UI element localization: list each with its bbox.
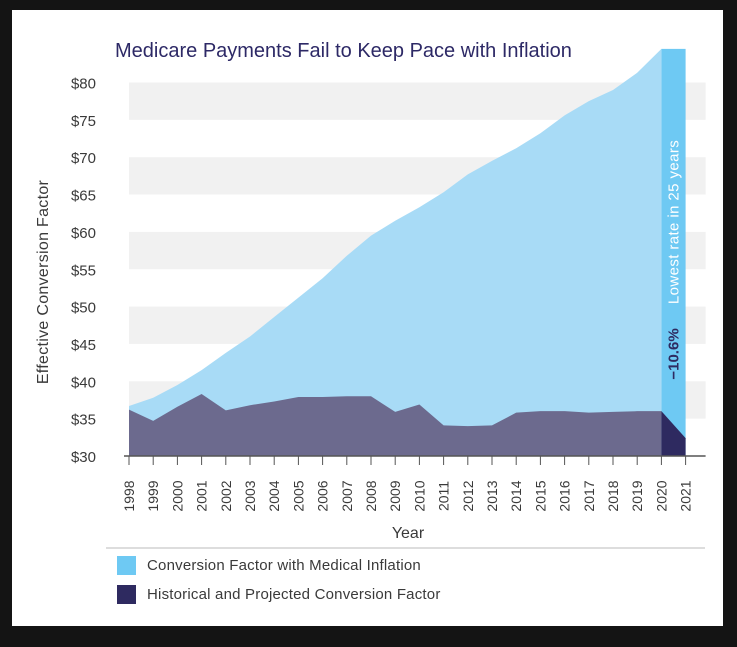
x-tick-label: 2004 (266, 480, 282, 511)
legend-label: Historical and Projected Conversion Fact… (147, 586, 441, 603)
x-tick-label: 2018 (605, 480, 621, 511)
x-tick-label: 2003 (242, 480, 258, 511)
legend-swatch-light-blue (117, 556, 136, 575)
y-tick-label: $40 (71, 374, 96, 391)
chart-title: Medicare Payments Fail to Keep Pace with… (115, 40, 572, 62)
y-tick-label: $45 (71, 337, 96, 354)
y-tick-label: $35 (71, 412, 96, 429)
y-tick-label: $70 (71, 150, 96, 167)
x-tick-label: 2021 (678, 480, 694, 511)
y-tick-label: $75 (71, 113, 96, 130)
chart-plot: $30 $35 $40 $45 $50 $55 $60 $65 $70 $75 $80 1998 199… (35, 48, 706, 549)
x-tick-label: 2005 (290, 480, 306, 511)
x-tick-label: 2010 (411, 480, 427, 511)
x-tick-label: 2017 (581, 480, 597, 511)
x-tick-label: 2016 (557, 480, 573, 511)
y-tick-label: $30 (71, 449, 96, 466)
x-tick-label: 2020 (653, 480, 669, 511)
x-axis-title: Year (392, 525, 425, 542)
y-tick-label: $60 (71, 225, 96, 242)
area-historical-projected (661, 411, 686, 456)
x-tick-label: 2008 (363, 480, 379, 511)
y-tick-label: $55 (71, 262, 96, 279)
x-tick-label: 2014 (508, 480, 524, 511)
x-tick-label: 1998 (121, 480, 137, 511)
x-tick-label: 2019 (629, 480, 645, 511)
x-tick-label: 1999 (145, 480, 161, 511)
y-tick-label: $50 (71, 300, 96, 317)
highlight-annotation: Lowest rate in 25 years (666, 140, 683, 304)
x-tick-label: 2012 (460, 480, 476, 511)
x-tick-label: 2011 (436, 481, 452, 511)
y-tick-label: $65 (71, 188, 96, 205)
highlight-value-label: −10.6% (666, 328, 683, 379)
chart-card: Medicare Payments Fail to Keep Pace with… (12, 10, 723, 626)
highlight-column (661, 48, 686, 456)
x-tick-label: 2009 (387, 480, 403, 511)
x-tick-label: 2006 (315, 480, 331, 511)
legend-item-medical-inflation: Conversion Factor with Medical Inflation (117, 556, 421, 575)
y-tick-label: $80 (71, 76, 96, 93)
x-tick-label: 2000 (169, 480, 185, 511)
area-historical (129, 393, 662, 456)
x-tick-label: 2001 (194, 480, 210, 511)
y-axis-title: Effective Conversion Factor (35, 179, 52, 384)
x-tick-label: 2002 (218, 480, 234, 511)
legend-label: Conversion Factor with Medical Inflation (147, 557, 421, 574)
x-tick-label: 2013 (484, 480, 500, 511)
area-medical-inflation (129, 48, 662, 456)
legend-item-historical: Historical and Projected Conversion Fact… (117, 585, 441, 604)
x-tick-label: 2015 (532, 480, 548, 511)
legend-swatch-navy (117, 585, 136, 604)
x-tick-label: 2007 (339, 480, 355, 511)
